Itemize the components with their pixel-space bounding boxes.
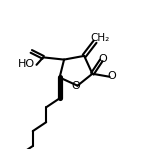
Text: HO: HO	[18, 59, 35, 69]
Text: O: O	[72, 81, 80, 91]
Text: O: O	[98, 53, 107, 64]
Text: O: O	[107, 71, 116, 81]
Text: CH₂: CH₂	[90, 33, 110, 44]
